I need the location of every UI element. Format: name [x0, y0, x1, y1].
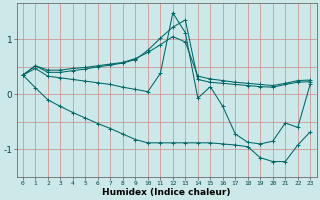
X-axis label: Humidex (Indice chaleur): Humidex (Indice chaleur) [102, 188, 231, 197]
